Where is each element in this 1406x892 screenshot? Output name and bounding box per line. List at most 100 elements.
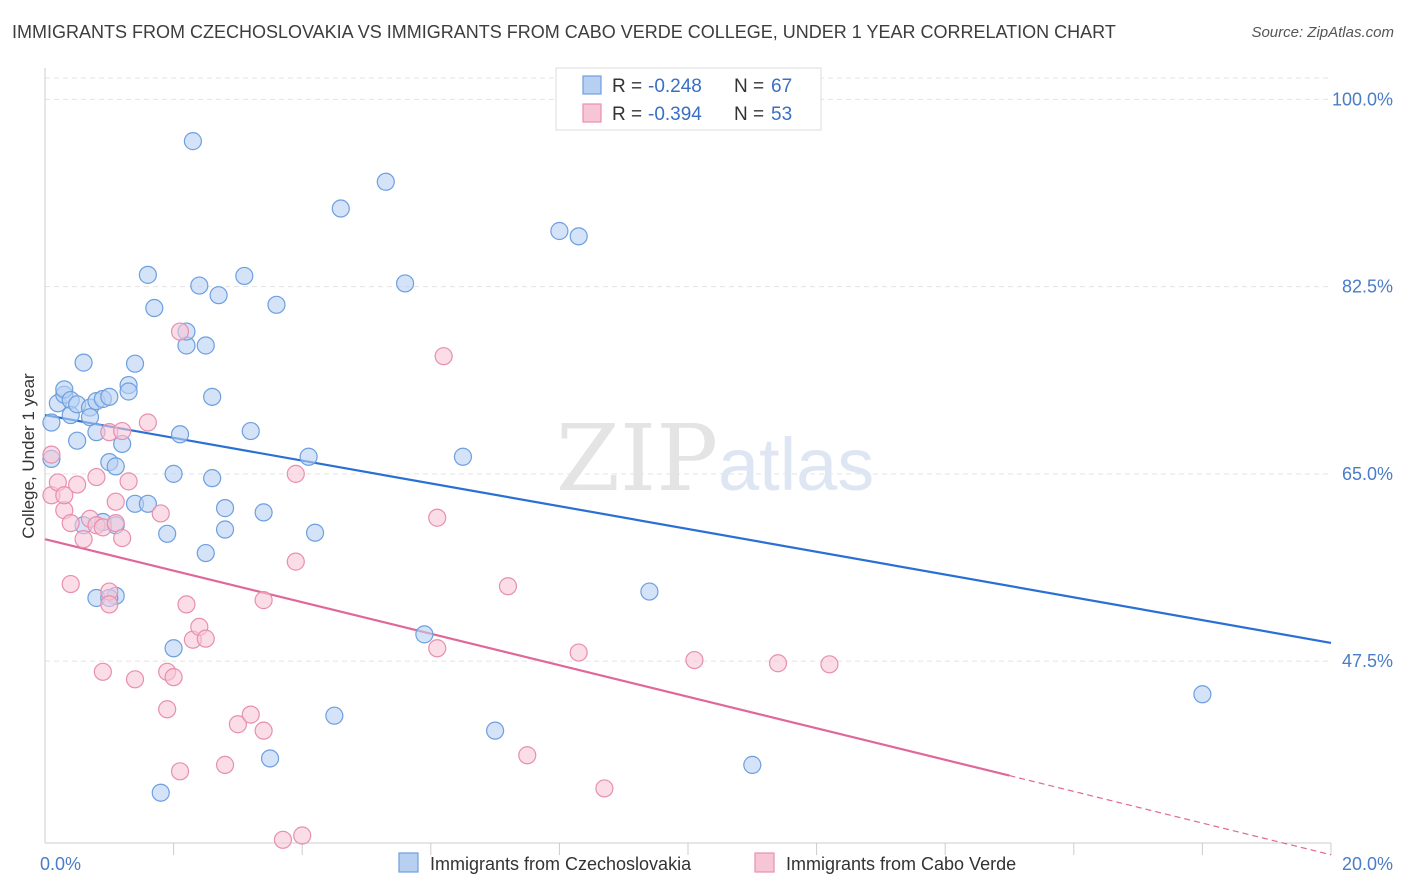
- point-czechoslovakia: [235, 266, 254, 286]
- point-cabo-verde: [113, 421, 132, 441]
- point-czechoslovakia: [209, 286, 228, 305]
- point-cabo-verde: [820, 655, 839, 674]
- point-cabo-verde: [151, 504, 170, 523]
- legend-r-label-2: R =: [612, 104, 642, 125]
- point-czechoslovakia: [203, 387, 222, 406]
- point-czechoslovakia: [241, 421, 260, 441]
- point-cabo-verde: [106, 513, 125, 533]
- point-cabo-verde: [768, 654, 788, 673]
- point-cabo-verde: [569, 643, 588, 662]
- series-legend: Immigrants from Czechoslovakia Immigrant…: [398, 852, 1016, 874]
- series-label-czechoslovakia: Immigrants from Czechoslovakia: [430, 854, 692, 874]
- point-cabo-verde: [293, 826, 312, 845]
- legend-swatch-blue: [582, 75, 602, 95]
- point-czechoslovakia: [170, 425, 190, 444]
- legend-r-value-2: -0.394: [648, 104, 702, 125]
- point-cabo-verde: [196, 629, 215, 648]
- point-cabo-verde: [164, 668, 183, 687]
- point-czechoslovakia: [267, 295, 286, 314]
- point-cabo-verde: [170, 322, 190, 341]
- point-czechoslovakia: [100, 387, 119, 406]
- point-cabo-verde: [595, 779, 614, 798]
- point-cabo-verde: [428, 639, 447, 658]
- point-cabo-verde: [177, 595, 196, 614]
- point-cabo-verde: [254, 591, 273, 610]
- point-czechoslovakia: [42, 413, 61, 432]
- point-cabo-verde: [61, 574, 80, 594]
- point-cabo-verde: [518, 746, 537, 765]
- point-cabo-verde: [215, 755, 235, 774]
- point-czechoslovakia: [80, 408, 100, 427]
- x-tick-label: 0.0%: [40, 854, 81, 874]
- point-czechoslovakia: [164, 639, 183, 658]
- legend-r-label-1: R =: [612, 76, 642, 97]
- point-czechoslovakia: [190, 276, 209, 295]
- legend-swatch-pink: [582, 103, 602, 123]
- point-czechoslovakia: [196, 336, 215, 355]
- point-czechoslovakia: [569, 227, 588, 246]
- point-czechoslovakia: [138, 494, 157, 513]
- grid-lines: [45, 77, 1331, 662]
- point-cabo-verde: [87, 467, 106, 487]
- trend-line-cabo-verde: [44, 538, 1010, 777]
- point-cabo-verde: [158, 700, 177, 719]
- correlation-legend: R = -0.248 N = 67 R = -0.394 N = 53: [555, 67, 822, 131]
- legend-n-value-1: 67: [771, 76, 792, 97]
- point-cabo-verde: [100, 595, 119, 614]
- point-czechoslovakia: [68, 431, 87, 450]
- y-tick-label: 65.0%: [1342, 464, 1393, 484]
- point-czechoslovakia: [125, 354, 145, 373]
- legend-n-label-2: N =: [734, 104, 764, 125]
- point-czechoslovakia: [299, 447, 318, 466]
- point-czechoslovakia: [305, 523, 325, 542]
- point-czechoslovakia: [325, 706, 344, 725]
- trend-lines: [44, 413, 1332, 856]
- point-czechoslovakia: [260, 749, 280, 768]
- series-swatch-czechoslovakia: [398, 852, 419, 873]
- point-cabo-verde: [428, 508, 447, 527]
- chart-title: IMMIGRANTS FROM CZECHOSLOVAKIA VS IMMIGR…: [12, 22, 1116, 42]
- point-cabo-verde: [254, 721, 273, 740]
- y-tick-label: 100.0%: [1332, 89, 1393, 109]
- point-cabo-verde: [119, 472, 138, 491]
- trend-line-czechoslovakia: [44, 413, 1332, 645]
- watermark-zip: ZIP: [556, 405, 718, 512]
- series-label-cabo-verde: Immigrants from Cabo Verde: [786, 854, 1016, 874]
- point-czechoslovakia: [254, 503, 273, 522]
- point-cabo-verde: [241, 705, 260, 724]
- point-czechoslovakia: [331, 199, 350, 218]
- point-czechoslovakia: [158, 524, 177, 543]
- series-swatch-cabo-verde: [754, 852, 775, 873]
- point-cabo-verde: [125, 670, 145, 689]
- watermark-atlas: atlas: [718, 423, 874, 506]
- point-czechoslovakia: [151, 783, 170, 802]
- point-czechoslovakia: [415, 625, 434, 644]
- point-czechoslovakia: [395, 274, 415, 293]
- point-cabo-verde: [61, 513, 80, 533]
- point-czechoslovakia: [164, 464, 183, 483]
- point-czechoslovakia: [215, 520, 235, 539]
- y-axis-label: College, Under 1 year: [19, 373, 38, 539]
- y-tick-label: 47.5%: [1342, 651, 1393, 671]
- y-tick-label: 82.5%: [1342, 277, 1393, 297]
- x-tick-label: 20.0%: [1342, 854, 1393, 874]
- point-cabo-verde: [138, 413, 157, 432]
- point-cabo-verde: [93, 662, 112, 681]
- legend-r-value-1: -0.248: [648, 76, 702, 97]
- legend-n-label-1: N =: [734, 76, 764, 97]
- point-cabo-verde: [228, 715, 247, 734]
- point-czechoslovakia: [550, 221, 569, 241]
- point-czechoslovakia: [183, 132, 202, 151]
- point-czechoslovakia: [203, 469, 222, 488]
- point-cabo-verde: [685, 650, 704, 670]
- point-cabo-verde: [286, 464, 305, 483]
- point-czechoslovakia: [138, 265, 157, 284]
- x-tick-labels: 0.0% 20.0%: [40, 854, 1393, 874]
- point-cabo-verde: [113, 528, 132, 548]
- y-tick-labels: 100.0% 82.5% 65.0% 47.5%: [1332, 89, 1393, 671]
- point-czechoslovakia: [196, 543, 215, 563]
- point-czechoslovakia: [119, 382, 138, 401]
- point-czechoslovakia: [145, 298, 164, 318]
- point-cabo-verde: [286, 552, 305, 571]
